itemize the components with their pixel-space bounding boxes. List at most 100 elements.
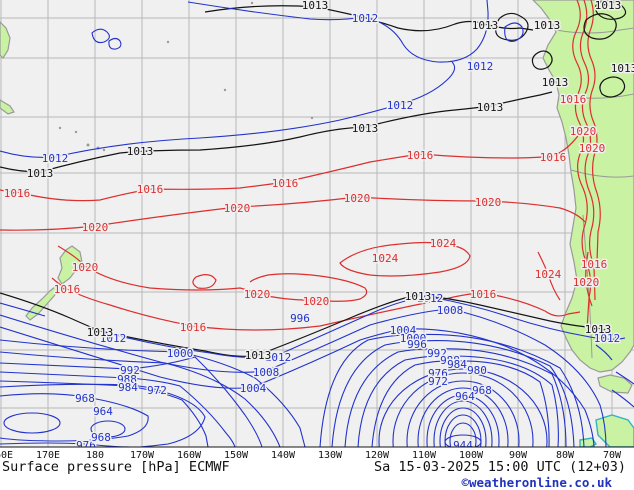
contour-label-1020: 1020 [573,276,600,289]
lon-label-90W: 90W [509,450,528,461]
contour-label-1013: 1013 [27,167,54,180]
contour-label-1020: 1020 [344,192,371,205]
contour-label-1016: 1016 [407,149,434,162]
contour-label-972: 972 [428,375,448,388]
footer-background [0,448,634,490]
product-title: Surface pressure [hPa] ECMWF [2,459,230,475]
contour-label-968: 968 [91,431,111,444]
contour-label-984: 984 [447,358,467,371]
solomon-islands [0,21,11,59]
contour-label-996: 996 [290,312,310,325]
contour-label-1013: 1013 [352,122,379,135]
copyright-watermark: ©weatheronline.co.uk [461,475,612,490]
contour-label-1016: 1016 [137,183,164,196]
contour-label-1008: 1008 [437,304,464,317]
isobars-high-pressure [0,0,601,331]
island-speck [74,130,78,134]
contour-label-1016: 1016 [4,187,31,200]
contour-label-1013: 1013 [405,290,432,303]
landmasses [0,0,634,447]
contour-label-968: 968 [75,392,95,405]
contour-labels: 1012101210121012101210121012101210081008… [2,0,634,452]
contour-label-1013: 1013 [87,326,114,339]
contour-label-1024: 1024 [430,237,457,250]
contour-label-1012: 1012 [352,12,379,25]
contour-label-996: 996 [407,338,427,351]
contour-label-1012: 1012 [417,292,444,305]
contour-label-976: 976 [428,367,448,380]
contour-label-1013: 1013 [595,0,622,12]
lon-label-110W: 110W [412,450,437,461]
contour-label-1013: 1013 [472,19,499,32]
contour-label-1013: 1013 [127,145,154,158]
lon-label-140W: 140W [271,450,296,461]
lon-label-100W: 100W [459,450,484,461]
contour-label-1016: 1016 [272,177,299,190]
lon-label-150W: 150W [224,450,249,461]
contour-label-1013: 1013 [542,76,569,89]
contour-label-1016: 1016 [560,93,587,106]
tierra-del-fuego [597,374,633,394]
lon-label-130W: 130W [318,450,343,461]
contour-label-992: 992 [427,347,447,360]
lon-label-80W: 80W [556,450,575,461]
contour-label-1020: 1020 [570,125,597,138]
new-zealand-north-island [57,245,83,285]
contour-label-1020: 1020 [244,288,271,301]
contour-label-1008: 1008 [253,366,280,379]
contour-label-1013: 1013 [611,62,634,75]
island-speck [86,143,90,147]
contour-label-1020: 1020 [224,202,251,215]
new-caledonia [0,99,15,115]
country-border [570,169,634,178]
lon-label-160W: 160W [177,450,202,461]
island-speck [250,1,254,5]
contour-label-972: 972 [147,384,167,397]
south-america [532,0,634,373]
contour-label-984: 984 [118,381,138,394]
lon-label-170E: 170E [36,450,60,461]
contour-label-964: 964 [93,405,113,418]
longitude-axis-labels: 160E 170E 180 170W 160W 150W 140W 130W 120W 110W 1… [0,450,622,461]
contour-label-1016: 1016 [180,321,207,334]
contour-label-1012: 1012 [100,332,127,345]
contour-label-1020: 1020 [72,261,99,274]
contour-label-964: 964 [455,390,475,403]
contour-label-976: 976 [76,439,96,452]
contour-label-1016: 1016 [470,288,497,301]
contour-label-1020: 1020 [303,295,330,308]
lon-label-70W: 70W [603,450,622,461]
lon-label-160E: 160E [0,450,13,461]
contour-label-1024: 1024 [535,268,562,281]
contour-label-1016: 1016 [54,283,81,296]
contour-label-1013: 1013 [477,101,504,114]
contour-label-1020: 1020 [82,221,109,234]
contour-label-992: 992 [120,364,140,377]
lon-label-120W: 120W [365,450,390,461]
contour-label-1000: 1000 [400,332,427,345]
new-zealand-south-island [25,285,61,321]
contour-label-1016: 1016 [581,258,608,271]
contour-label-988: 988 [440,354,460,367]
contour-label-1020: 1020 [579,142,606,155]
contour-label-988: 988 [117,373,137,386]
island-speck [310,116,314,120]
contour-label-1000: 1000 [167,347,194,360]
contour-label-1012: 1012 [387,99,414,112]
contour-label-1012: 1012 [265,351,292,364]
contour-label-1012: 1012 [467,60,494,73]
contour-label-1013: 1013 [534,19,561,32]
graticule-grid [0,0,634,447]
lon-label-170W: 170W [130,450,155,461]
contour-label-1012: 1012 [594,332,621,345]
island-speck [166,40,170,44]
island-speck [58,126,62,130]
country-border [555,27,634,34]
contour-label-1024: 1024 [372,252,399,265]
contour-label-1020: 1020 [475,196,502,209]
sea-background [0,0,634,447]
contour-label-1004: 1004 [390,324,417,337]
contour-label-1013: 1013 [585,323,612,336]
